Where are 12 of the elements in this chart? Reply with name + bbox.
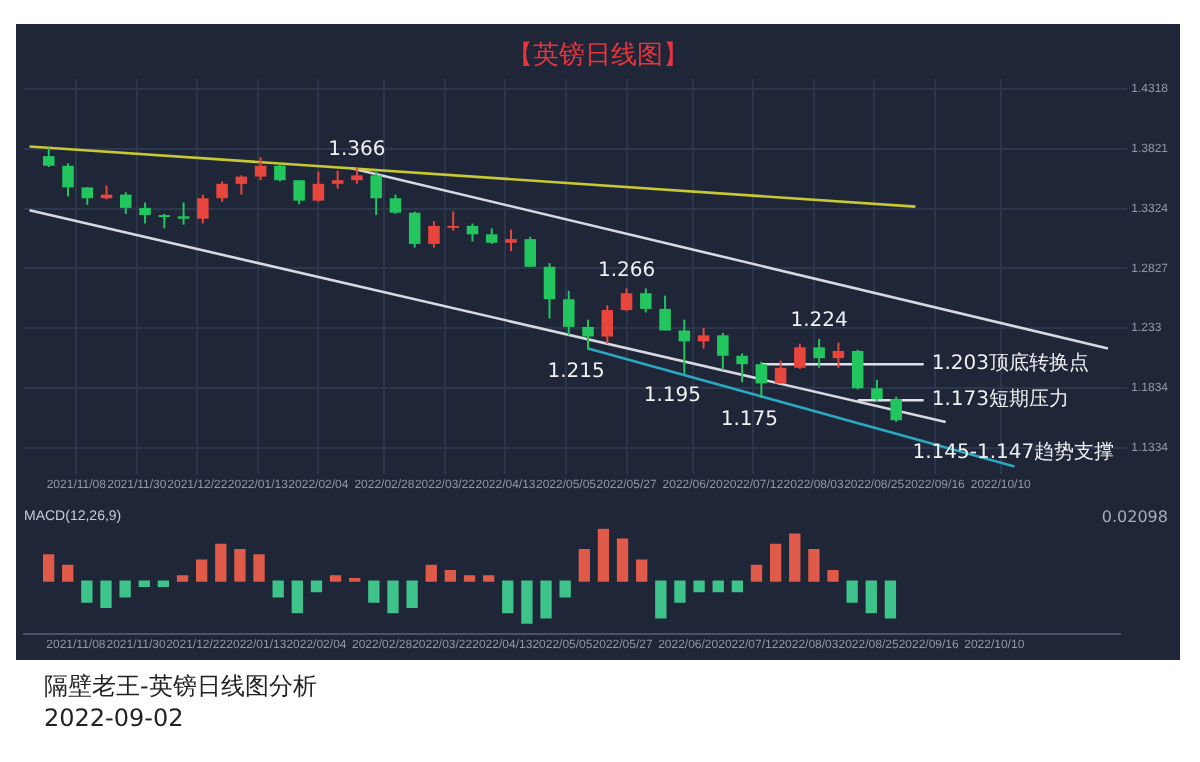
text: 2022-09-02 — [44, 702, 186, 734]
annotation: 1.175 — [720, 409, 779, 432]
annotation: 1.215 — [547, 360, 605, 383]
annotation: 1.266 — [597, 259, 656, 282]
text: 隔壁老王-英镑日线图分析 — [44, 670, 317, 702]
annotation: 1.195 — [643, 384, 701, 407]
annotation: 1.173短期压力 — [931, 387, 1069, 412]
annotation: 1.366 — [328, 139, 386, 162]
annotation: 1.224 — [790, 310, 848, 333]
text: 0.02098 — [1101, 508, 1168, 526]
annotation: 1.203顶底转换点 — [931, 351, 1089, 376]
chart-title: 【英镑日线图】 — [507, 38, 689, 69]
